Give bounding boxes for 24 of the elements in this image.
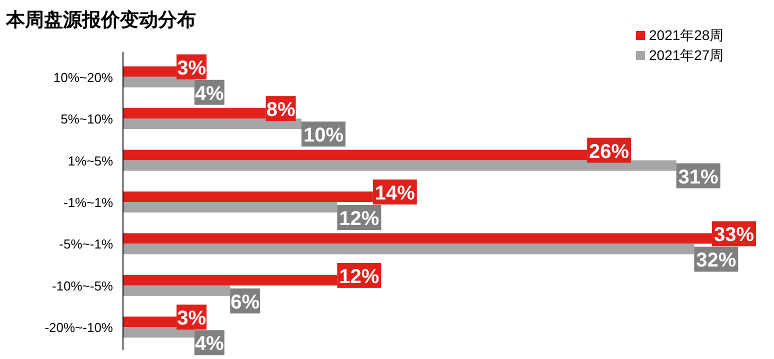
data-label: 14%: [374, 182, 416, 204]
data-label: 33%: [714, 224, 754, 246]
data-label: 10%: [303, 124, 344, 147]
data-label: 32%: [696, 250, 736, 272]
data-label: 26%: [589, 140, 630, 163]
y-tick-label: -5%~-1%: [59, 236, 114, 252]
data-label: 6%: [230, 291, 260, 314]
data-label: 3%: [177, 308, 206, 330]
y-tick-label: 5%~10%: [60, 112, 114, 127]
y-tick-label: -20%~-10%: [44, 320, 114, 336]
data-label: 12%: [339, 208, 380, 230]
y-tick-label: 10%~20%: [53, 70, 114, 85]
data-label: 4%: [194, 333, 224, 356]
data-label: 8%: [266, 99, 296, 122]
y-tick-label: 1%~5%: [68, 153, 114, 168]
data-label: 3%: [177, 57, 206, 80]
data-label: 4%: [194, 82, 224, 105]
data-label: 12%: [339, 266, 380, 288]
y-tick-label: -1%~1%: [64, 195, 114, 210]
chart-title: 本周盘源报价变动分布: [5, 9, 196, 31]
legend-label: 2021年27周: [649, 47, 724, 63]
data-label: 31%: [678, 166, 719, 188]
y-tick-label: -10%~-5%: [52, 278, 114, 294]
legend-label: 2021年28周: [649, 27, 724, 43]
